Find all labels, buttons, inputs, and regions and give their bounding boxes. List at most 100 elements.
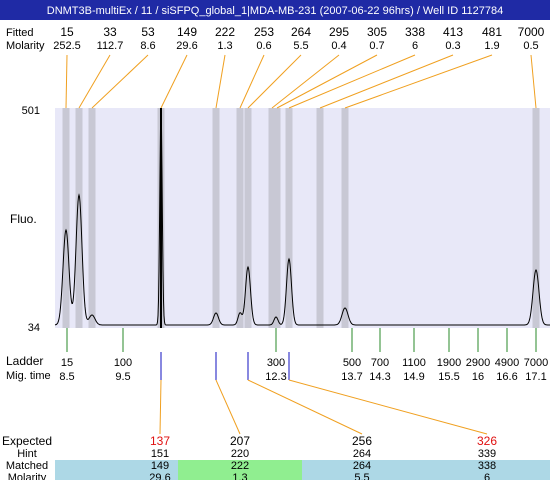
peak-connector xyxy=(91,54,149,109)
peak-molarity: 1.9 xyxy=(484,40,499,52)
matched-cell xyxy=(55,460,178,480)
peak-band xyxy=(285,108,293,328)
ladder-size: 4900 xyxy=(495,357,519,369)
matched-value: 149 xyxy=(151,460,169,472)
peak-molarity: 29.6 xyxy=(176,40,197,52)
matched-value: 264 xyxy=(353,460,371,472)
ladder-size: 100 xyxy=(114,357,132,369)
peak-connector xyxy=(344,54,493,109)
peak-band xyxy=(273,108,281,328)
peak-connector xyxy=(276,54,378,109)
peak-size: 413 xyxy=(443,25,463,39)
peak-band xyxy=(236,108,244,328)
peak-size: 481 xyxy=(482,25,502,39)
ladder-time: 16 xyxy=(472,371,484,383)
match-connector xyxy=(288,379,488,435)
hint-value: 151 xyxy=(151,448,169,460)
matched-value: 338 xyxy=(478,460,496,472)
y-axis-label: Fluo. xyxy=(10,212,37,226)
peak-connector xyxy=(288,54,416,109)
peak-band xyxy=(88,108,96,328)
ladder-time: 13.7 xyxy=(341,371,362,383)
ladder-time: 9.5 xyxy=(115,371,130,383)
ladder-size: 15 xyxy=(61,357,73,369)
peak-molarity: 0.7 xyxy=(369,40,384,52)
peak-connector xyxy=(530,54,537,109)
peak-size: 149 xyxy=(177,25,197,39)
expected-value: 207 xyxy=(230,434,250,448)
ladder-time: 17.1 xyxy=(525,371,546,383)
peak-band xyxy=(75,108,83,328)
match-connector xyxy=(247,379,363,435)
ladder-time: 12.3 xyxy=(265,371,286,383)
peak-band xyxy=(244,108,252,328)
peak-size: 33 xyxy=(103,25,117,39)
row-label: Ladder xyxy=(6,354,43,368)
ladder-size: 500 xyxy=(343,357,361,369)
peak-band xyxy=(62,108,70,328)
molarity-value: 1.3 xyxy=(232,472,247,480)
peak-size: 253 xyxy=(254,25,274,39)
peak-band xyxy=(212,108,220,328)
peak-connector xyxy=(271,54,340,109)
peak-molarity: 8.6 xyxy=(140,40,155,52)
ladder-size: 7000 xyxy=(524,357,548,369)
row-label: Molarity xyxy=(8,472,47,480)
molarity-value: 29.6 xyxy=(149,472,170,480)
title: DNMT3B-multiEx / 11 / siSFPQ_global_1|MD… xyxy=(47,5,504,17)
peak-connector xyxy=(319,54,454,109)
ladder-size: 2900 xyxy=(466,357,490,369)
ladder-size: 700 xyxy=(371,357,389,369)
hint-value: 220 xyxy=(231,448,249,460)
row-label: Fitted xyxy=(6,27,34,39)
peak-size: 222 xyxy=(215,25,235,39)
row-label: Hint xyxy=(17,448,37,460)
row-label: Mig. time xyxy=(6,370,51,382)
match-connector xyxy=(159,379,162,435)
row-label: Matched xyxy=(6,460,48,472)
peak-molarity: 0.3 xyxy=(445,40,460,52)
row-label: Molarity xyxy=(6,40,45,52)
ladder-size: 300 xyxy=(267,357,285,369)
peak-size: 338 xyxy=(405,25,425,39)
peak-molarity: 0.5 xyxy=(523,40,538,52)
peak-band xyxy=(341,108,349,328)
molarity-value: 5.5 xyxy=(354,472,369,480)
peak-connector xyxy=(65,54,68,109)
matched-value: 222 xyxy=(231,460,249,472)
peak-band xyxy=(316,108,324,328)
peak-molarity: 0.4 xyxy=(331,40,346,52)
peak-size: 7000 xyxy=(518,25,545,39)
y-max-label: 501 xyxy=(22,105,40,117)
matched-cell xyxy=(426,460,550,480)
peak-size: 295 xyxy=(329,25,349,39)
peak-band xyxy=(532,108,540,328)
ladder-time: 8.5 xyxy=(59,371,74,383)
matched-cell xyxy=(178,460,302,480)
peak-connector xyxy=(215,54,226,109)
molarity-value: 6 xyxy=(484,472,490,480)
peak-size: 264 xyxy=(291,25,311,39)
ladder-size: 1100 xyxy=(402,357,426,369)
peak-molarity: 1.3 xyxy=(217,40,232,52)
peak-molarity: 112.7 xyxy=(97,40,124,52)
peak-molarity: 6 xyxy=(412,40,418,52)
expected-value: 256 xyxy=(352,434,372,448)
peak-molarity: 252.5 xyxy=(53,40,81,52)
peak-connector xyxy=(239,54,265,109)
y-min-label: 34 xyxy=(28,322,40,334)
expected-value: 137 xyxy=(150,434,170,448)
peak-connector xyxy=(78,54,111,109)
peak-molarity: 5.5 xyxy=(293,40,308,52)
ladder-size: 1900 xyxy=(437,357,461,369)
title-bar xyxy=(0,0,550,20)
peak-size: 305 xyxy=(367,25,387,39)
ladder-time: 14.9 xyxy=(403,371,424,383)
peak-size: 53 xyxy=(141,25,155,39)
ladder-time: 14.3 xyxy=(369,371,390,383)
row-label: Expected xyxy=(2,434,52,448)
ladder-time: 16.6 xyxy=(496,371,517,383)
peak-band xyxy=(268,108,276,328)
peak-connector xyxy=(247,54,302,109)
